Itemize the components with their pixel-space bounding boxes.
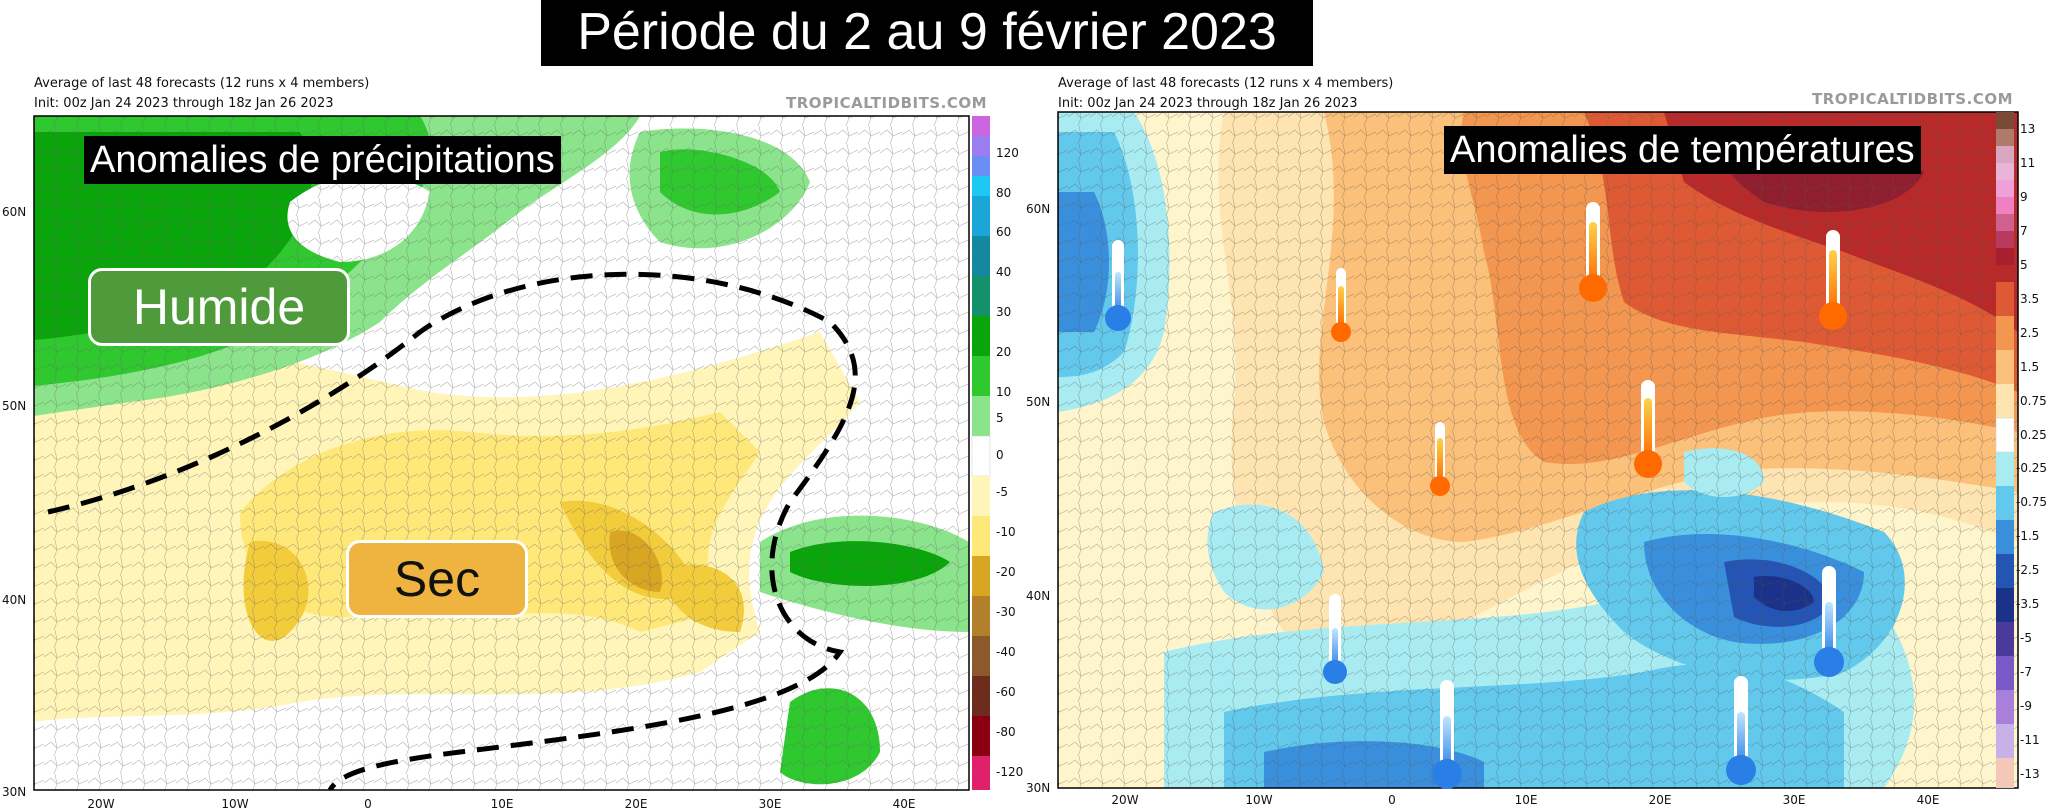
temperature-panel: Average of last 48 forecasts (12 runs x … xyxy=(1024,72,2048,810)
thermometer-cold-algeria xyxy=(1432,680,1462,789)
lat-label-30n: 30N xyxy=(1026,781,1050,795)
svg-text:-2.5: -2.5 xyxy=(2016,563,2039,577)
svg-text:-30: -30 xyxy=(996,605,1016,619)
label-sec: Sec xyxy=(346,540,528,618)
svg-text:120: 120 xyxy=(996,146,1019,160)
colorbar-labels: 13 11 9 7 5 3.5 2.5 1.5 0.75 0.25 -0.25 … xyxy=(2016,122,2047,781)
temperature-map: 60N 50N 40N 30N 20W 10W 0 10E 20E 30E 40… xyxy=(1026,111,2047,807)
map-frame xyxy=(33,115,970,791)
lon-label-0: 0 xyxy=(364,797,372,810)
svg-text:10: 10 xyxy=(996,385,1011,399)
thermometer-warm-central-europe xyxy=(1634,380,1662,478)
svg-text:40: 40 xyxy=(996,265,1011,279)
lon-label-40e: 40E xyxy=(893,797,916,810)
precipitation-map: 60N 50N 40N 30N 20W 10W 0 10E 20E 30E 40… xyxy=(2,115,1023,810)
svg-text:-7: -7 xyxy=(2020,665,2032,679)
svg-text:-1.5: -1.5 xyxy=(2016,529,2039,543)
svg-text:11: 11 xyxy=(2020,156,2035,170)
lon-label-30e: 30E xyxy=(1783,793,1806,807)
lon-label-20w: 20W xyxy=(87,797,114,810)
svg-text:5: 5 xyxy=(2020,258,2028,272)
thermometer-cold-atlantic xyxy=(1105,240,1131,331)
page-title: Période du 2 au 9 février 2023 xyxy=(541,0,1313,66)
colorbar-labels: 120 80 60 40 30 20 10 5 0 -5 -10 -20 -30… xyxy=(996,146,1023,779)
brand-watermark: TROPICALTIDBITS.COM xyxy=(1812,90,2013,108)
thermometer-warm-uk xyxy=(1331,268,1351,342)
svg-text:20: 20 xyxy=(996,345,1011,359)
lon-label-40e: 40E xyxy=(1917,793,1940,807)
svg-text:-0.75: -0.75 xyxy=(2016,495,2047,509)
brand-watermark: TROPICALTIDBITS.COM xyxy=(786,94,987,112)
thermometer-warm-scandinavia xyxy=(1579,202,1607,302)
svg-text:-11: -11 xyxy=(2020,733,2040,747)
forecast-info-line1: Average of last 48 forecasts (12 runs x … xyxy=(1058,76,1394,91)
country-borders xyxy=(1058,112,2018,788)
precipitation-colorbar xyxy=(971,116,991,790)
svg-text:-5: -5 xyxy=(996,485,1008,499)
map-frame xyxy=(1057,111,2019,789)
svg-text:-60: -60 xyxy=(996,685,1016,699)
svg-text:-80: -80 xyxy=(996,725,1016,739)
dry-zone-outline xyxy=(47,271,858,790)
temperature-overlay-title: Anomalies de températures xyxy=(1444,126,1921,174)
lon-label-20e: 20E xyxy=(625,797,648,810)
svg-text:80: 80 xyxy=(996,186,1011,200)
thermometer-warm-russia xyxy=(1819,230,1847,330)
lon-label-30e: 30E xyxy=(759,797,782,810)
lat-label-30n: 30N xyxy=(2,785,26,799)
svg-text:-3.5: -3.5 xyxy=(2016,597,2039,611)
lon-label-10e: 10E xyxy=(1515,793,1538,807)
temperature-colorbar xyxy=(1995,112,2015,788)
svg-text:-0.25: -0.25 xyxy=(2016,461,2047,475)
longitude-axis: 20W 10W 0 10E 20E 30E 40E xyxy=(1111,793,1939,807)
svg-text:5: 5 xyxy=(996,411,1004,425)
svg-text:0.25: 0.25 xyxy=(2020,428,2047,442)
svg-text:-20: -20 xyxy=(996,565,1016,579)
svg-text:13: 13 xyxy=(2020,122,2035,136)
svg-text:1.5: 1.5 xyxy=(2020,360,2039,374)
lat-label-40n: 40N xyxy=(1026,589,1050,603)
forecast-info-line1: Average of last 48 forecasts (12 runs x … xyxy=(34,76,370,91)
latitude-axis: 60N 50N 40N 30N xyxy=(1026,202,1050,795)
lat-label-50n: 50N xyxy=(1026,395,1050,409)
svg-text:3.5: 3.5 xyxy=(2020,292,2039,306)
lon-label-20w: 20W xyxy=(1111,793,1138,807)
country-borders xyxy=(34,116,969,790)
precipitation-panel: Average of last 48 forecasts (12 runs x … xyxy=(0,72,1024,810)
precipitation-overlay-title: Anomalies de précipitations xyxy=(84,136,561,184)
lon-label-0: 0 xyxy=(1388,793,1396,807)
thermometer-cold-spain xyxy=(1323,594,1347,684)
lat-label-50n: 50N xyxy=(2,399,26,413)
lat-label-60n: 60N xyxy=(2,205,26,219)
svg-text:-13: -13 xyxy=(2020,767,2040,781)
latitude-axis: 60N 50N 40N 30N xyxy=(2,205,26,799)
lon-label-20e: 20E xyxy=(1649,793,1672,807)
lat-label-60n: 60N xyxy=(1026,202,1050,216)
forecast-init-line: Init: 00z Jan 24 2023 through 18z Jan 26… xyxy=(34,96,334,111)
svg-text:-120: -120 xyxy=(996,765,1023,779)
svg-text:2.5: 2.5 xyxy=(2020,326,2039,340)
thermometer-warm-france xyxy=(1430,422,1450,496)
lat-label-40n: 40N xyxy=(2,593,26,607)
svg-text:-9: -9 xyxy=(2020,699,2032,713)
lon-label-10w: 10W xyxy=(1245,793,1272,807)
lon-label-10w: 10W xyxy=(221,797,248,810)
svg-text:30: 30 xyxy=(996,305,1011,319)
svg-text:9: 9 xyxy=(2020,190,2028,204)
svg-text:-10: -10 xyxy=(996,525,1016,539)
svg-text:-40: -40 xyxy=(996,645,1016,659)
longitude-axis: 20W 10W 0 10E 20E 30E 40E xyxy=(87,797,915,810)
svg-text:7: 7 xyxy=(2020,224,2028,238)
svg-text:0.75: 0.75 xyxy=(2020,394,2047,408)
forecast-init-line: Init: 00z Jan 24 2023 through 18z Jan 26… xyxy=(1058,96,1358,111)
thermometer-cold-turkey xyxy=(1814,566,1844,677)
label-humide: Humide xyxy=(88,268,350,346)
svg-text:0: 0 xyxy=(996,448,1004,462)
svg-text:-5: -5 xyxy=(2020,631,2032,645)
svg-text:60: 60 xyxy=(996,225,1011,239)
lon-label-10e: 10E xyxy=(491,797,514,810)
thermometer-cold-libya xyxy=(1726,676,1756,785)
